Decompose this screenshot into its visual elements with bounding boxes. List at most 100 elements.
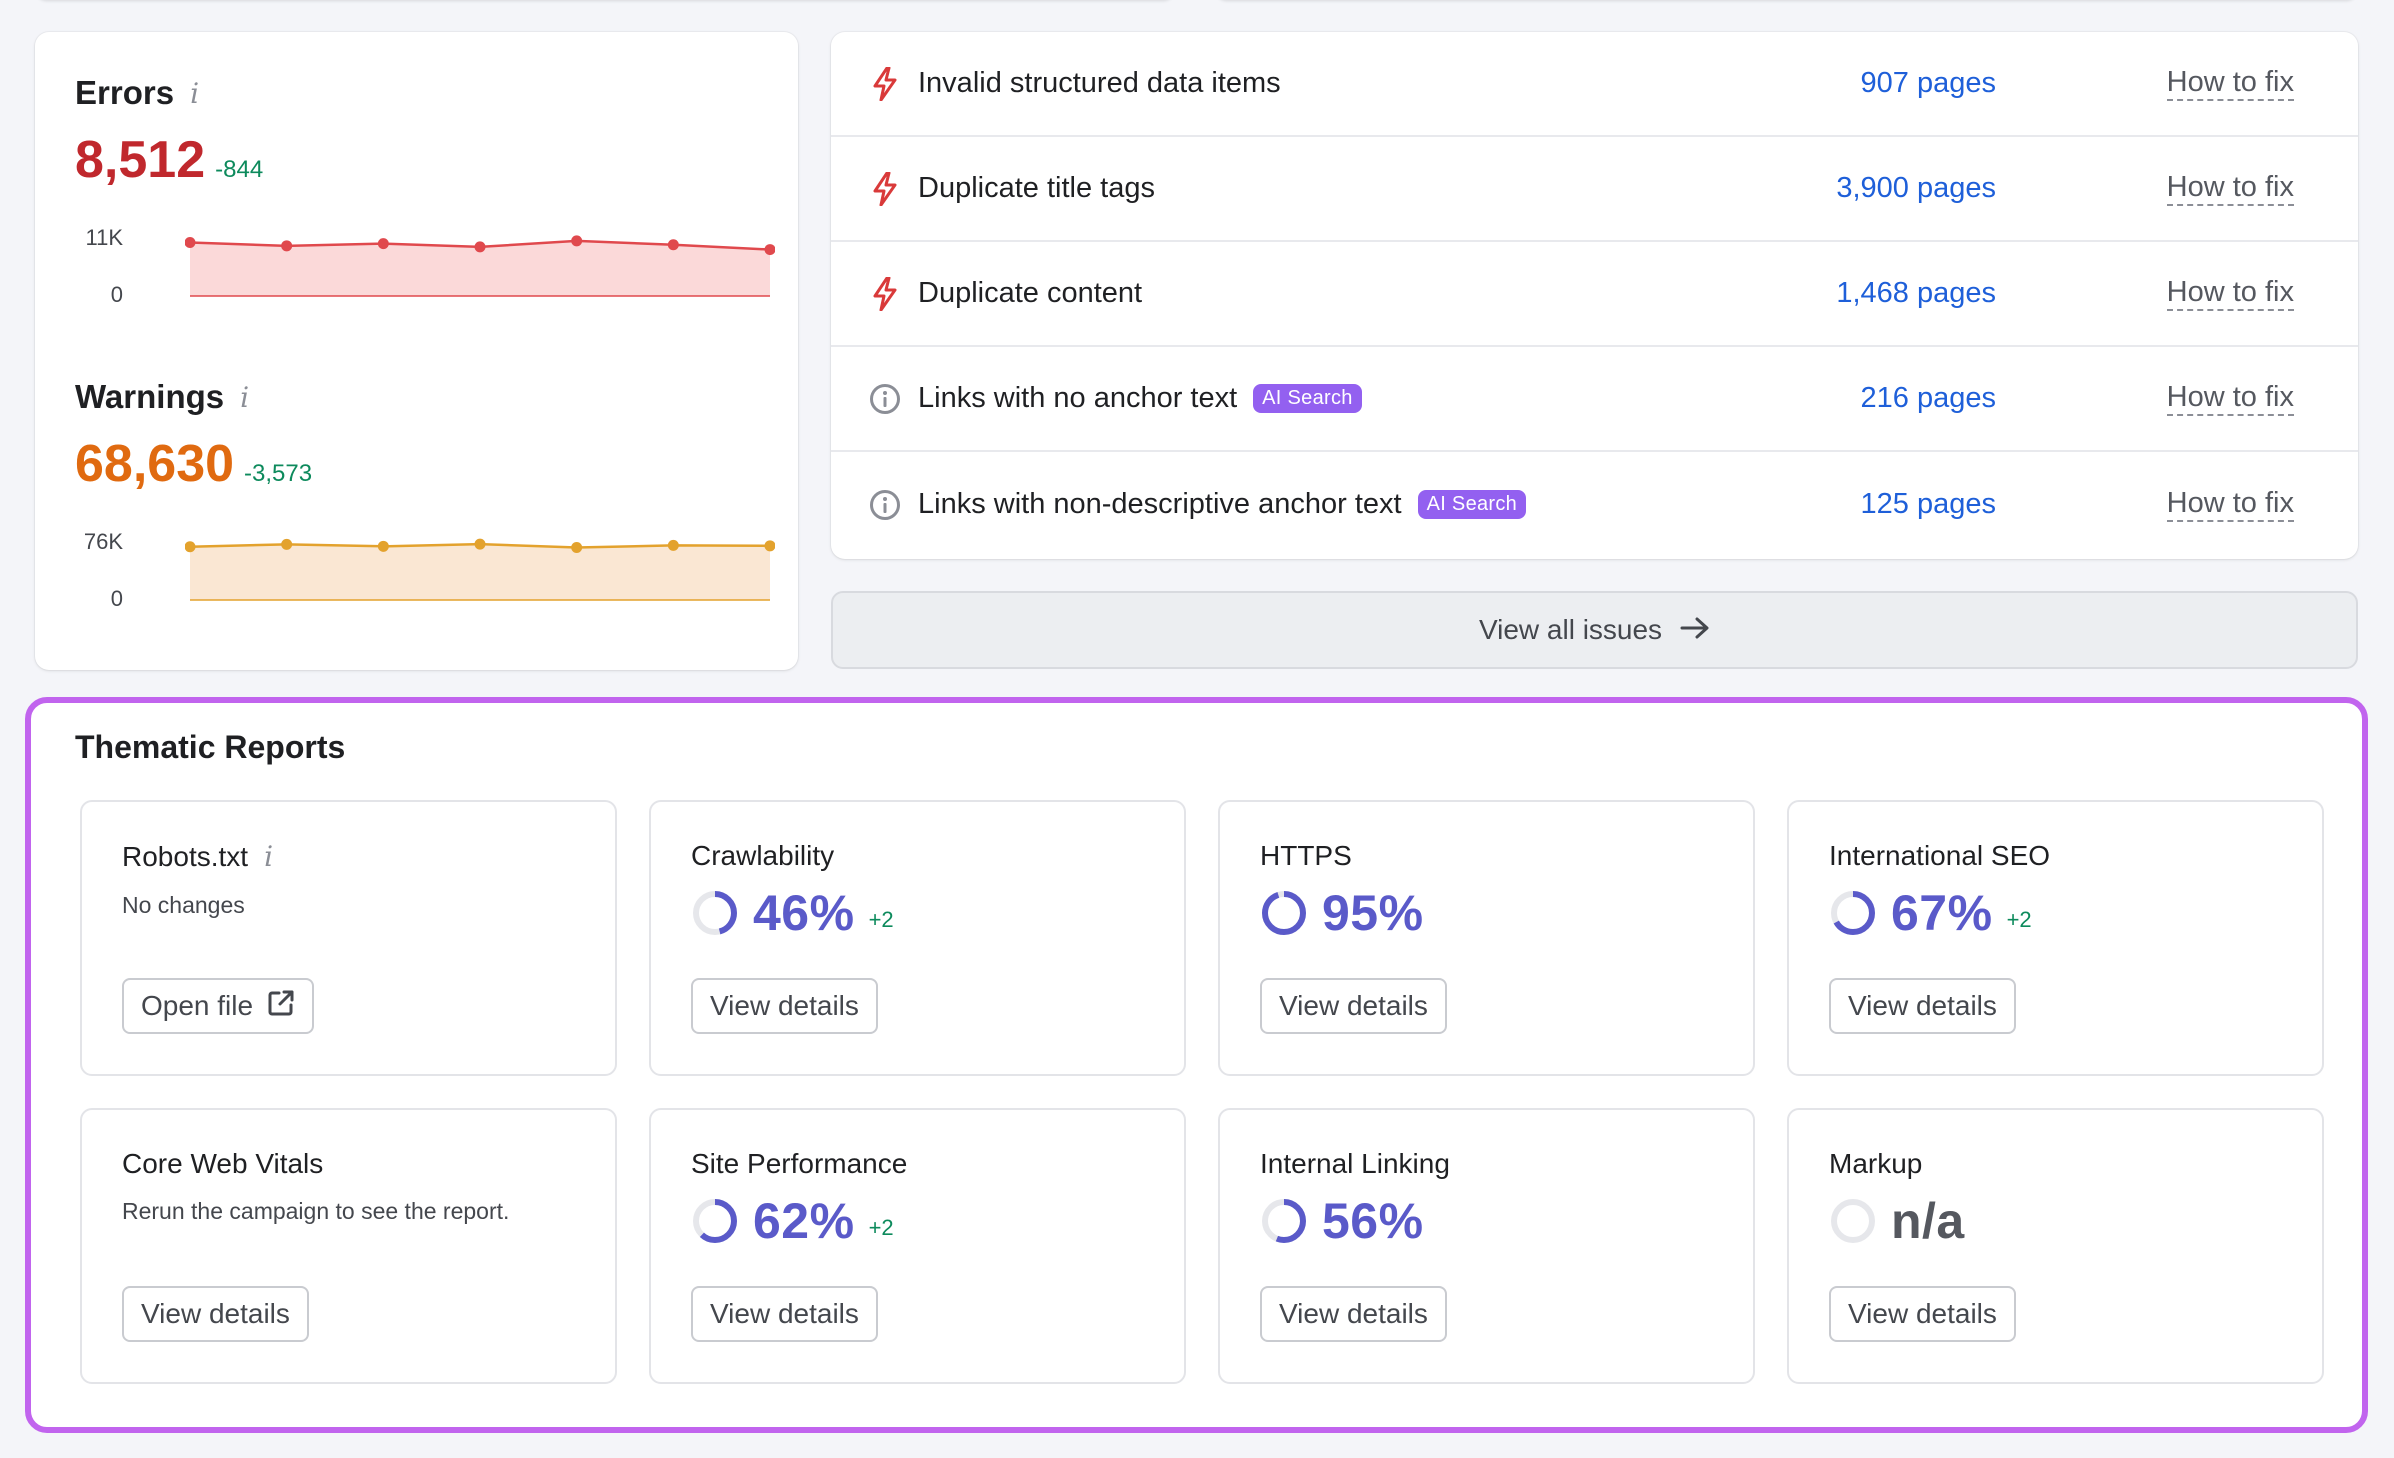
how-to-fix-link[interactable]: How to fix	[2166, 381, 2294, 417]
score-ring-track	[1831, 1199, 1875, 1243]
report-score: 46%	[753, 885, 855, 941]
report-card-international-seo: International SEO 67% +2 View details	[1787, 800, 2324, 1076]
sparkline-point	[571, 542, 583, 553]
issue-pages-link[interactable]: 216 pages	[1860, 382, 1996, 414]
report-score: 67%	[1891, 885, 1993, 941]
view-details-button[interactable]: View details	[1260, 1286, 1447, 1342]
issue-pages-link[interactable]: 907 pages	[1860, 67, 1996, 99]
view-details-button[interactable]: View details	[122, 1286, 309, 1342]
report-status: No changes	[122, 892, 245, 918]
report-card-core-web-vitals: Core Web Vitals Rerun the campaign to se…	[80, 1108, 617, 1384]
score-ring-fill	[1831, 891, 1875, 935]
warnings-title: Warnings i	[75, 378, 250, 415]
sparkline-point	[281, 240, 293, 252]
arrow-right-icon	[1680, 614, 1710, 646]
info-circle-icon	[869, 381, 901, 417]
open-file-button[interactable]: Open file	[122, 978, 315, 1034]
report-status: Rerun the campaign to see the report.	[122, 1198, 510, 1224]
errors-count[interactable]: 8,512	[75, 131, 206, 189]
report-score: 62%	[753, 1193, 855, 1249]
score-ring-fill	[1262, 891, 1306, 935]
sparkline-point	[281, 538, 293, 550]
report-card-crawlability: Crawlability 46% +2 View details	[649, 800, 1186, 1076]
issue-row[interactable]: Links with non-descriptive anchor text A…	[831, 452, 2358, 557]
report-name: Markup	[1829, 1148, 1923, 1179]
view-details-button[interactable]: View details	[1829, 1286, 2016, 1342]
issue-name: Links with no anchor text	[918, 382, 1238, 414]
errors-title: Errors i	[75, 74, 200, 111]
warnings-sparkline[interactable]	[185, 536, 775, 606]
errors-sparkline[interactable]	[185, 232, 775, 302]
warnings-count[interactable]: 68,630	[75, 435, 235, 493]
report-name: Site Performance	[691, 1148, 908, 1179]
report-name: HTTPS	[1260, 840, 1352, 871]
section-title: Thematic Reports	[75, 729, 346, 765]
ai-search-badge: AI Search	[1253, 384, 1362, 413]
warnings-y-max-label: 76K	[83, 529, 123, 554]
how-to-fix-link[interactable]: How to fix	[2166, 66, 2294, 102]
how-to-fix-link[interactable]: How to fix	[2166, 487, 2294, 523]
report-delta: +2	[868, 1215, 894, 1240]
report-delta: +2	[868, 907, 894, 932]
report-card-site-performance: Site Performance 62% +2 View details	[649, 1108, 1186, 1384]
sparkline-point	[377, 238, 389, 250]
report-card-robots: Robots.txt i No changes Open file	[80, 800, 617, 1076]
warnings-delta: -3,573	[244, 460, 313, 487]
sparkline-area	[190, 240, 770, 296]
issue-pages-link[interactable]: 3,900 pages	[1836, 172, 1996, 204]
warnings-value-row: 68,630 -3,573	[75, 434, 312, 494]
sparkline-point	[185, 237, 196, 249]
report-name: Crawlability	[691, 840, 835, 871]
view-details-button[interactable]: View details	[1260, 978, 1447, 1034]
report-score: 56%	[1322, 1193, 1424, 1249]
report-score: 95%	[1322, 885, 1424, 941]
report-score: n/a	[1891, 1193, 1965, 1249]
sparkline-point	[185, 541, 196, 553]
info-icon[interactable]: i	[240, 380, 250, 414]
view-details-button[interactable]: View details	[691, 1286, 878, 1342]
issue-pages-link[interactable]: 1,468 pages	[1836, 277, 1996, 309]
error-bolt-icon	[869, 276, 901, 312]
issue-row[interactable]: Duplicate content 1,468 pages How to fix	[831, 242, 2358, 347]
score-ring-icon	[1262, 891, 1306, 935]
errors-y-min-label: 0	[110, 282, 123, 307]
sparkline-point	[764, 244, 775, 256]
view-all-issues-label: View all issues	[1478, 614, 1663, 645]
issue-name: Duplicate content	[918, 277, 1143, 309]
report-name: International SEO	[1829, 840, 2051, 871]
report-card-https: HTTPS 95% View details	[1218, 800, 1755, 1076]
external-link-icon	[267, 989, 295, 1024]
info-icon[interactable]: i	[190, 76, 200, 110]
issue-pages-link[interactable]: 125 pages	[1860, 488, 1996, 520]
view-details-button[interactable]: View details	[1829, 978, 2016, 1034]
view-all-issues-button[interactable]: View all issues	[831, 591, 2358, 669]
errors-y-max-label: 11K	[85, 225, 123, 250]
warnings-y-min-label: 0	[110, 586, 123, 611]
sparkline-point	[474, 241, 486, 253]
report-card-internal-linking: Internal Linking 56% View details	[1218, 1108, 1755, 1384]
sparkline-point	[571, 235, 583, 247]
view-details-button[interactable]: View details	[691, 978, 878, 1034]
error-bolt-icon	[869, 66, 901, 102]
errors-warnings-card: Errors i 8,512 -844 11K 0 Warnings i 68,…	[35, 32, 798, 670]
how-to-fix-link[interactable]: How to fix	[2166, 171, 2294, 207]
issue-row[interactable]: Links with no anchor text AI Search 216 …	[831, 347, 2358, 452]
score-ring-icon	[1262, 1199, 1306, 1243]
score-ring-fill	[693, 891, 737, 935]
info-icon[interactable]: i	[264, 840, 274, 873]
sparkline-area	[190, 544, 770, 600]
how-to-fix-link[interactable]: How to fix	[2166, 276, 2294, 312]
thematic-reports-section: Thematic Reports Robots.txt i No changes…	[25, 697, 2368, 1433]
ai-search-badge: AI Search	[1417, 490, 1527, 519]
issue-row[interactable]: Invalid structured data items 907 pages …	[831, 32, 2358, 137]
error-bolt-icon	[869, 171, 901, 207]
issue-row[interactable]: Duplicate title tags 3,900 pages How to …	[831, 137, 2358, 242]
sparkline-point	[667, 239, 679, 251]
report-name: Core Web Vitals	[122, 1148, 324, 1179]
sparkline-point	[667, 539, 679, 551]
issue-name: Duplicate title tags	[918, 172, 1155, 204]
issue-name: Invalid structured data items	[918, 67, 1281, 99]
issue-name: Links with non-descriptive anchor text	[918, 488, 1402, 520]
sparkline-point	[474, 538, 486, 550]
report-name: Robots.txt	[122, 840, 249, 872]
